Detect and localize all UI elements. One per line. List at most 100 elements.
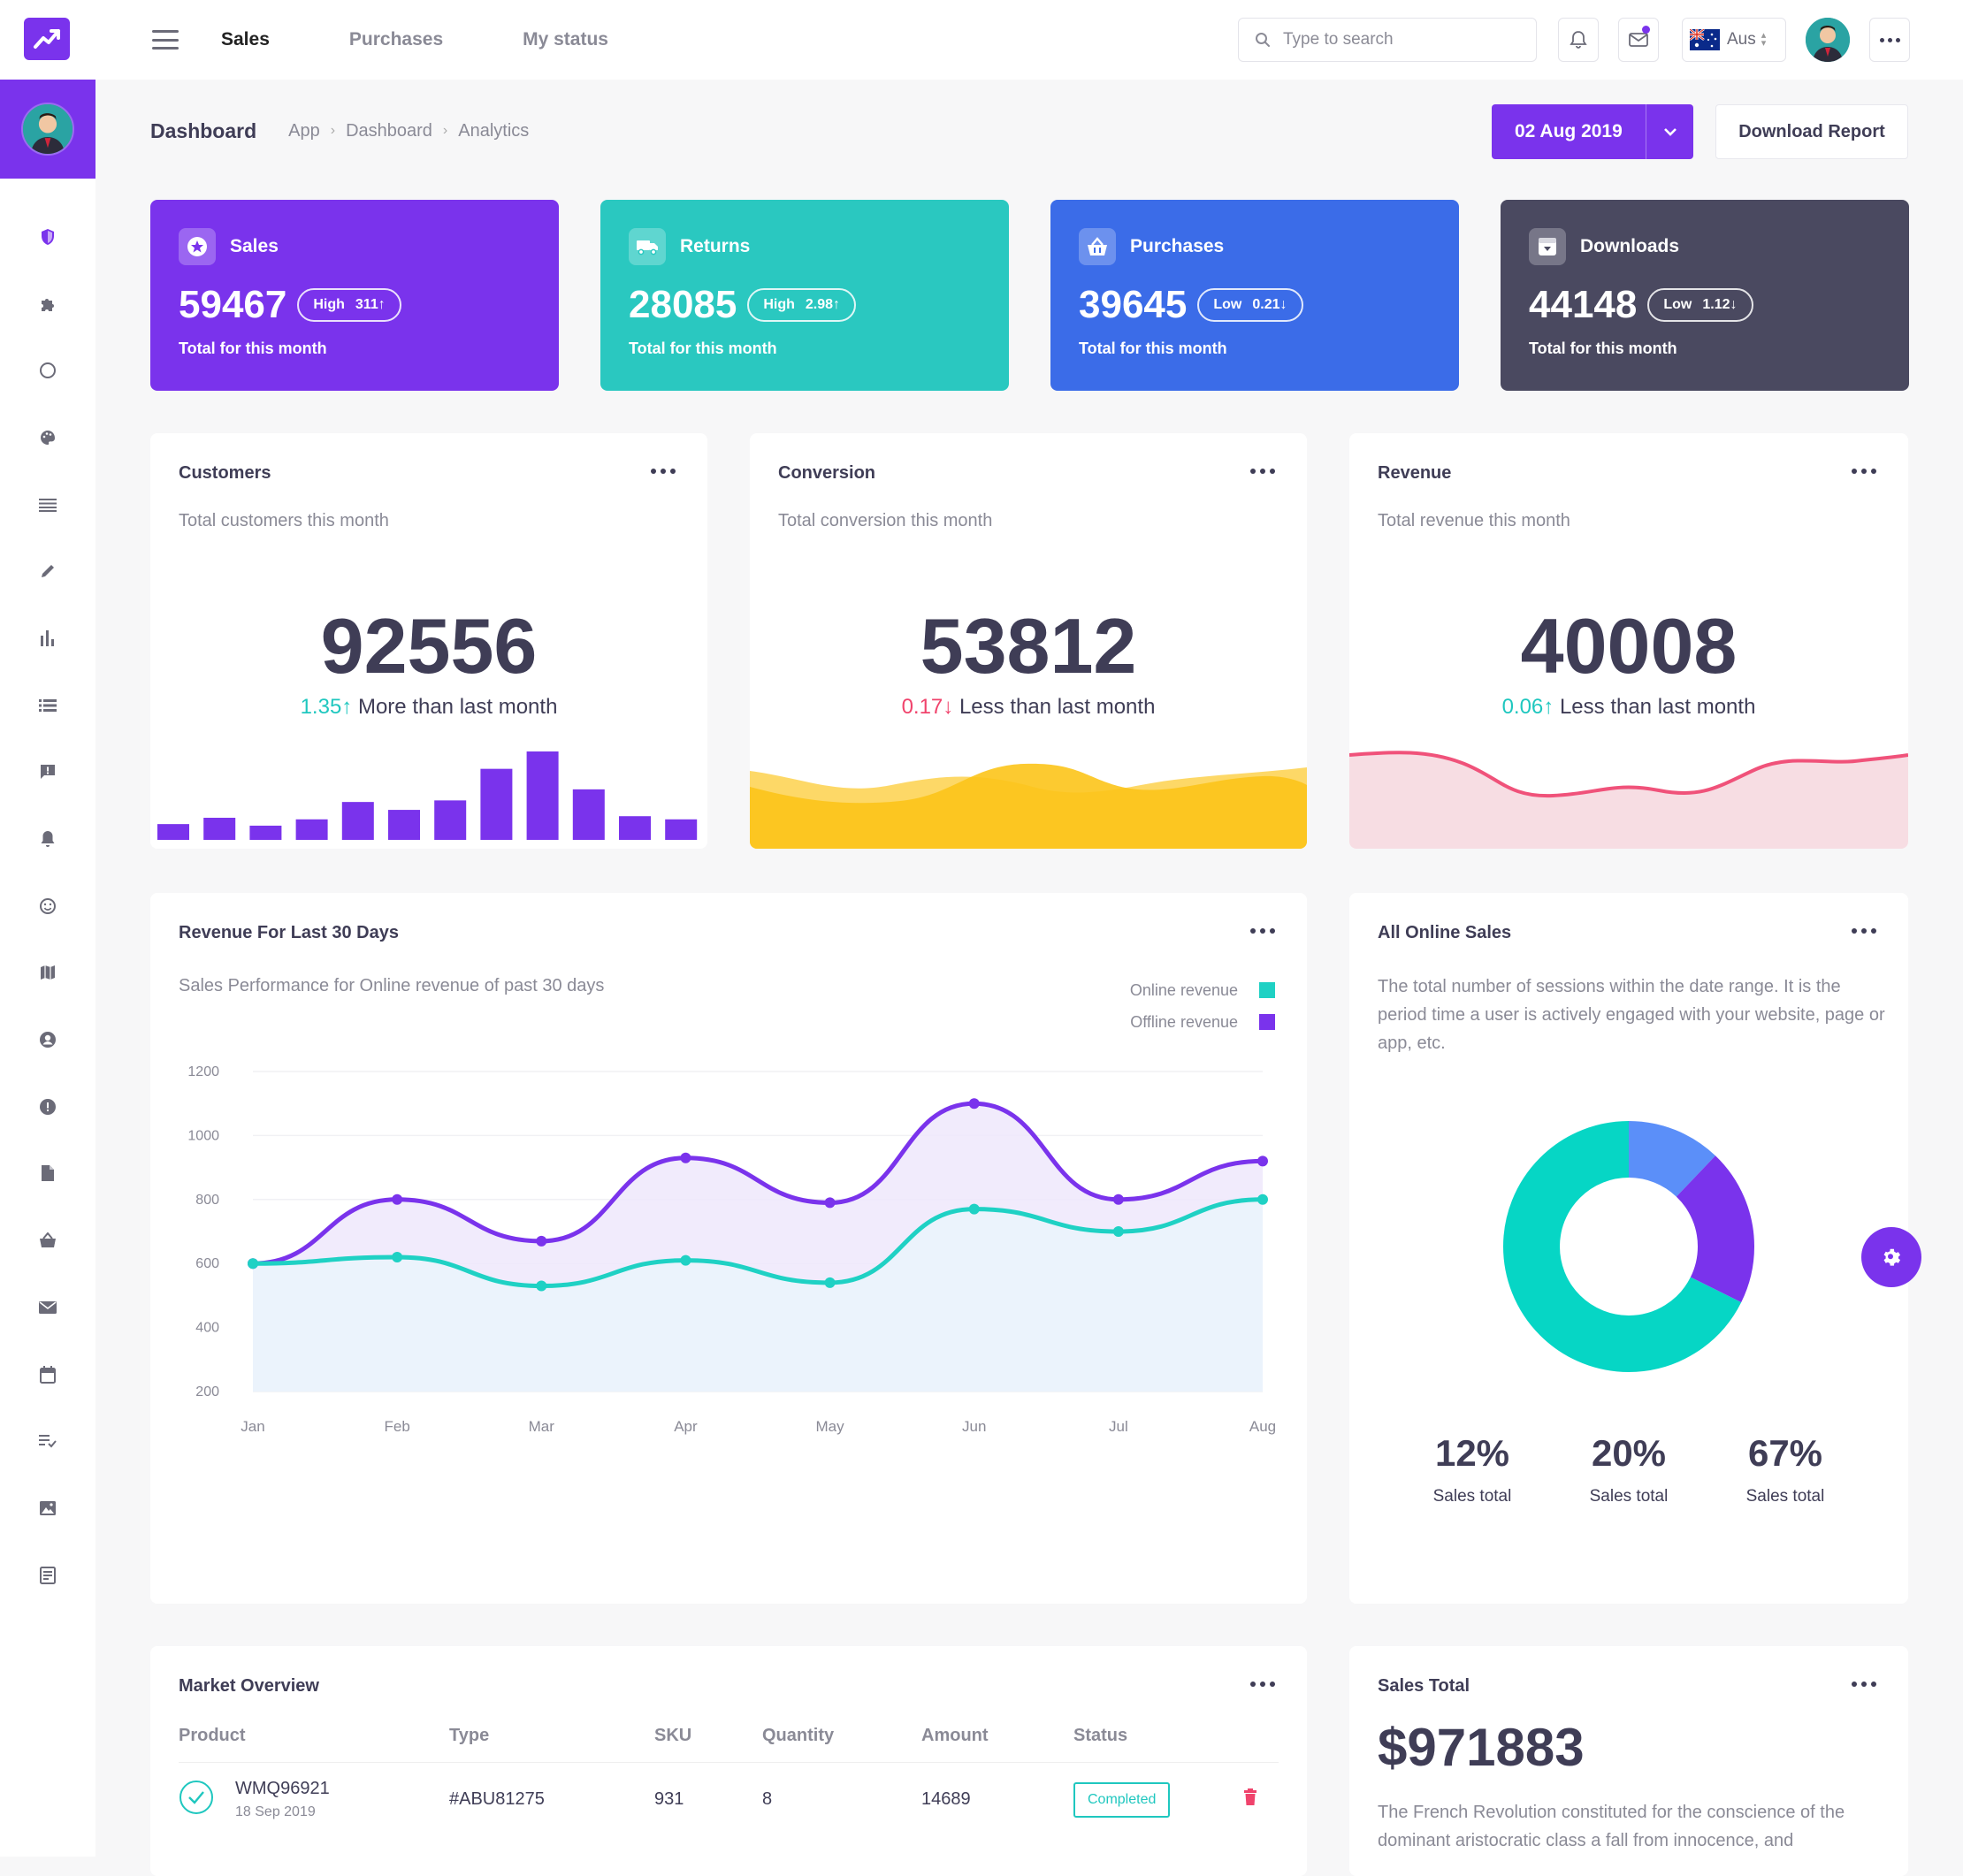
menu-icon[interactable]	[152, 30, 179, 50]
data-point[interactable]	[968, 1203, 980, 1215]
column-header[interactable]: Type	[449, 1717, 654, 1763]
stat-value: 39645	[1079, 283, 1188, 326]
settings-fab[interactable]	[1861, 1227, 1921, 1287]
sidebar-item-charts[interactable]	[0, 605, 95, 672]
sidebar-item-alerts[interactable]	[0, 1073, 95, 1140]
badge-label: High	[313, 297, 345, 312]
more-dots-icon[interactable]	[1246, 469, 1275, 474]
breadcrumb-dashboard[interactable]: Dashboard	[346, 120, 432, 141]
column-header[interactable]: Product	[179, 1717, 449, 1763]
country-selector[interactable]: Aus ▴ ▾	[1682, 18, 1786, 62]
legend-offline[interactable]: Offline revenue	[1130, 1006, 1275, 1038]
sidebar-item-calendar[interactable]	[0, 1341, 95, 1408]
sidebar-item-shop[interactable]	[0, 1207, 95, 1274]
user-avatar[interactable]	[1806, 18, 1850, 62]
data-point[interactable]	[392, 1193, 403, 1205]
data-point[interactable]	[824, 1277, 836, 1288]
sidebar-item-emoji[interactable]	[0, 873, 95, 940]
more-dots-icon[interactable]	[1847, 928, 1876, 934]
status-badge: Completed	[1073, 1781, 1171, 1818]
more-dots-icon[interactable]	[1847, 1682, 1876, 1687]
legend-online[interactable]: Online revenue	[1130, 974, 1275, 1006]
y-tick-label: 200	[195, 1384, 219, 1399]
sidebar-item-mail[interactable]	[0, 1274, 95, 1341]
customers-bar-chart	[157, 751, 698, 840]
badge-label: Low	[1213, 297, 1242, 312]
table-row[interactable]: WMQ96921 18 Sep 2019 #ABU81275 931 8 146…	[179, 1763, 1279, 1837]
sidebar-item-list[interactable]	[0, 471, 95, 538]
sidebar-item-documents[interactable]	[0, 1140, 95, 1208]
card-title: Sales Total	[1378, 1676, 1470, 1696]
sidebar-item-dashboard[interactable]	[0, 203, 95, 271]
sidebar-item-maps[interactable]	[0, 940, 95, 1007]
search-input[interactable]	[1283, 30, 1522, 50]
sidebar-item-plugins[interactable]	[0, 271, 95, 338]
stat-card-returns[interactable]: Returns 28085 High 2.98 ↑ Total for this mo…	[600, 200, 1009, 391]
delta-value: 0.17	[901, 695, 943, 719]
data-point[interactable]	[1257, 1155, 1268, 1167]
nav-my-status[interactable]: My status	[523, 29, 608, 50]
column-header[interactable]: SKU	[654, 1717, 762, 1763]
nav-sales[interactable]: Sales	[221, 29, 270, 50]
chevron-down-icon[interactable]	[1646, 104, 1693, 159]
more-dots-icon[interactable]	[1246, 928, 1275, 934]
data-point[interactable]	[248, 1258, 258, 1270]
data-point[interactable]	[968, 1098, 980, 1110]
data-point[interactable]	[1112, 1226, 1124, 1237]
trash-icon[interactable]	[1243, 1788, 1257, 1811]
sales-total-card: Sales Total $971883 The French Revolutio…	[1349, 1646, 1908, 1876]
more-dots-icon[interactable]	[646, 469, 676, 474]
user-photo-icon	[1806, 18, 1850, 62]
column-header[interactable]: Quantity	[762, 1717, 921, 1763]
more-button[interactable]	[1869, 18, 1910, 62]
search-box	[1238, 18, 1537, 62]
donut-slice[interactable]	[1503, 1121, 1754, 1372]
sidebar-avatar[interactable]	[21, 103, 74, 156]
search-icon	[1256, 33, 1270, 47]
star-icon	[179, 228, 216, 265]
column-header[interactable]: Amount	[921, 1717, 1073, 1763]
data-point[interactable]	[392, 1251, 403, 1262]
customers-bar	[249, 825, 282, 840]
download-report-button[interactable]: Download Report	[1715, 104, 1908, 159]
data-point[interactable]	[680, 1254, 691, 1266]
stat-card-sales[interactable]: Sales 59467 High 311 ↑ Total for this month	[150, 200, 559, 391]
stat-card-downloads[interactable]: Downloads 44148 Low 1.12 ↓ Total for this m…	[1501, 200, 1909, 391]
sidebar-item-circle[interactable]	[0, 337, 95, 404]
nav-purchases[interactable]: Purchases	[348, 29, 444, 50]
data-point[interactable]	[536, 1280, 547, 1292]
revenue-line	[1349, 751, 1908, 798]
sidebar-item-tasks[interactable]	[0, 1407, 95, 1475]
compare-text: More than last month	[357, 695, 558, 719]
notifications-button[interactable]	[1558, 18, 1599, 62]
sidebar-item-profile[interactable]	[0, 1006, 95, 1073]
arrow-down-icon: ↓	[943, 695, 959, 719]
column-header[interactable]: Status	[1073, 1717, 1243, 1763]
sidebar-item-feedback[interactable]	[0, 739, 95, 806]
series-area	[253, 1199, 1263, 1392]
data-point[interactable]	[1257, 1193, 1268, 1205]
more-dots-icon[interactable]	[1847, 469, 1876, 474]
sidebar-item-themes[interactable]	[0, 404, 95, 471]
stat-card-purchases[interactable]: Purchases 39645 Low 0.21 ↓ Total for this m…	[1050, 200, 1459, 391]
data-point[interactable]	[824, 1197, 836, 1209]
more-dots-icon[interactable]	[1246, 1682, 1275, 1687]
breadcrumb-app[interactable]: App	[288, 120, 320, 141]
percent-label: Sales total	[1589, 1487, 1669, 1506]
y-tick-label: 1000	[187, 1128, 219, 1143]
data-point[interactable]	[680, 1152, 691, 1163]
sidebar-item-tables[interactable]	[0, 672, 95, 739]
sidebar-item-notifications[interactable]	[0, 805, 95, 873]
donut-slice[interactable]	[1503, 1121, 1754, 1372]
customers-bar	[388, 810, 420, 840]
sidebar-item-editor[interactable]	[0, 538, 95, 605]
messages-button[interactable]	[1618, 18, 1659, 62]
data-point[interactable]	[1112, 1193, 1124, 1205]
sidebar-item-notes[interactable]	[0, 1542, 95, 1609]
data-point[interactable]	[536, 1235, 547, 1247]
sidebar-item-gallery[interactable]	[0, 1475, 95, 1542]
series-line	[252, 1197, 1264, 1289]
app-logo[interactable]	[24, 18, 70, 60]
date-picker-button[interactable]: 02 Aug 2019	[1492, 104, 1693, 159]
conversion-card: Conversion Total conversion this month 5…	[750, 433, 1307, 849]
